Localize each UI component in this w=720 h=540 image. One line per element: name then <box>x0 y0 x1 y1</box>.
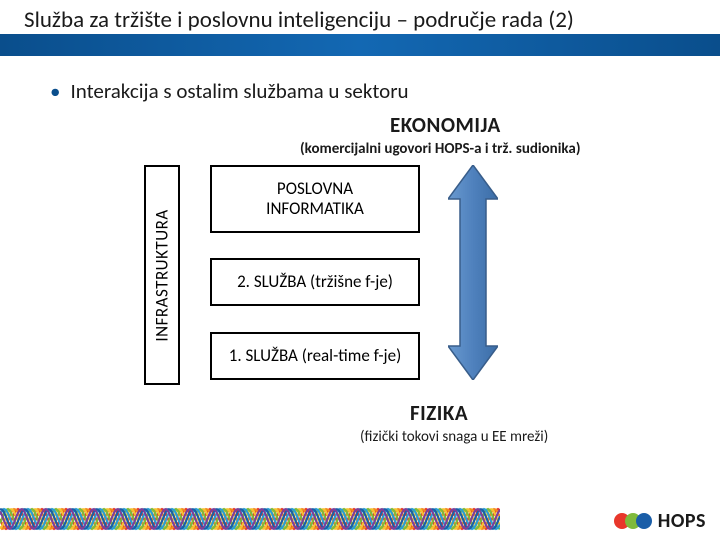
box1-line1: POSLOVNA <box>277 178 353 199</box>
side-label-text: INFRASTRUKTURA <box>152 209 173 341</box>
top-sublabel: (komercijalni ugovori HOPS-a i trž. sudi… <box>300 140 581 158</box>
box2-text: 2. SLUŽBA (tržišne f-je) <box>237 272 393 292</box>
title-background <box>0 34 720 56</box>
logo-text: HOPS <box>658 509 706 533</box>
side-box-infrastruktura: INFRASTRUKTURA <box>144 165 180 385</box>
bottom-label-fizika: FIZIKA <box>410 400 468 426</box>
box3-text: 1. SLUŽBA (real-time f-je) <box>229 346 402 366</box>
bullet-dot: • <box>50 78 60 104</box>
footer-wave-pattern <box>0 504 500 534</box>
box1-line2: INFORMATIKA <box>266 198 364 219</box>
box-poslovna-informatika: POSLOVNA INFORMATIKA <box>210 165 420 233</box>
box-sluzba-1: 1. SLUŽBA (real-time f-je) <box>210 332 420 380</box>
logo-dots-icon <box>613 508 653 534</box>
bullet-item: • Interakcija s ostalim službama u sektor… <box>50 78 409 104</box>
box-sluzba-2: 2. SLUŽBA (tržišne f-je) <box>210 258 420 306</box>
double-arrow-icon <box>448 165 498 380</box>
hops-logo: HOPS <box>613 508 706 534</box>
page-title: Služba za tržište i poslovnu inteligenci… <box>24 6 574 34</box>
bullet-text: Interakcija s ostalim službama u sektoru <box>70 78 408 104</box>
bottom-sublabel: (fizički tokovi snaga u EE mreži) <box>360 428 548 446</box>
title-bar: Služba za tržište i poslovnu inteligenci… <box>0 0 720 56</box>
top-label-ekonomija: EKONOMIJA <box>390 112 501 138</box>
